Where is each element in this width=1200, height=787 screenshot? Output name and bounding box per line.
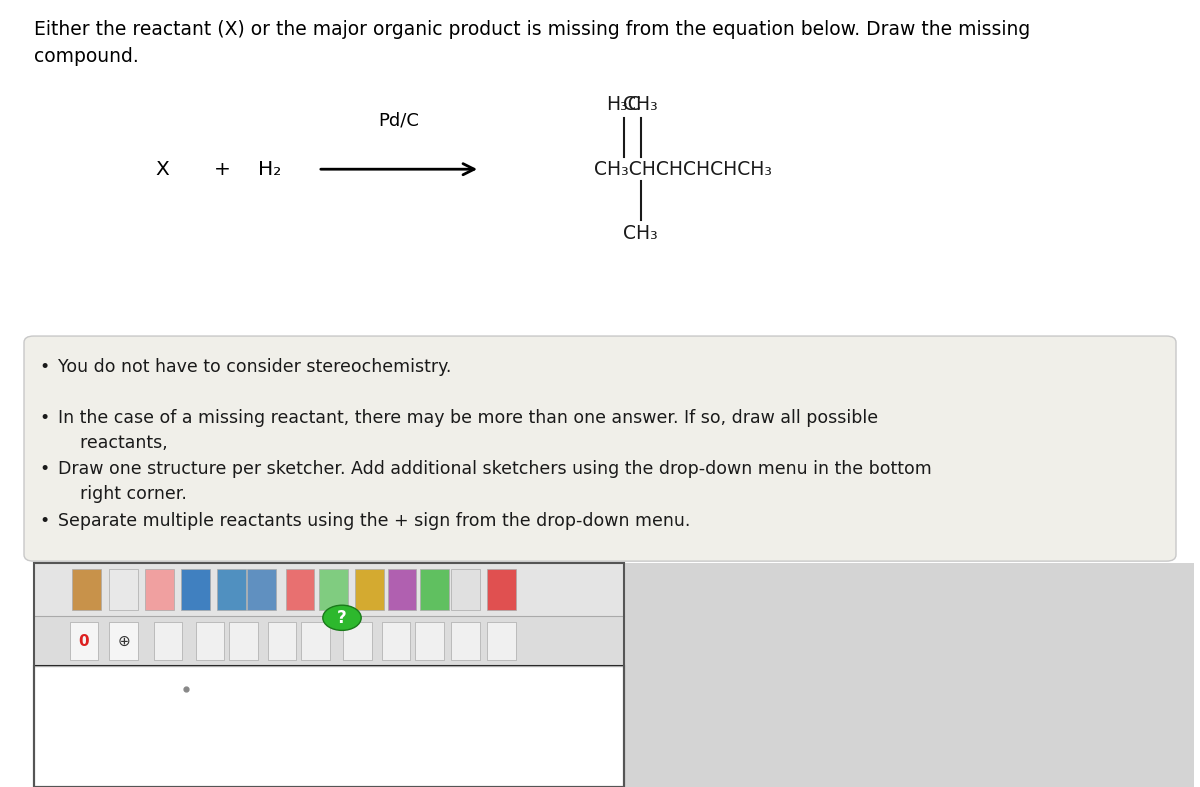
Text: CH₃: CH₃ <box>624 95 658 114</box>
Text: ?: ? <box>337 609 347 626</box>
Text: CH₃: CH₃ <box>624 224 658 243</box>
Text: You do not have to consider stereochemistry.: You do not have to consider stereochemis… <box>58 358 451 376</box>
FancyBboxPatch shape <box>24 336 1176 561</box>
Bar <box>487 570 516 609</box>
Bar <box>70 623 98 660</box>
Bar <box>109 570 138 609</box>
Bar <box>34 563 624 787</box>
Bar <box>487 623 516 660</box>
Bar <box>154 623 182 660</box>
Bar <box>319 570 348 609</box>
Bar <box>451 623 480 660</box>
Bar <box>420 570 449 609</box>
Bar <box>34 563 624 616</box>
Bar <box>415 623 444 660</box>
Text: H₃C: H₃C <box>606 95 641 114</box>
Text: X: X <box>155 160 169 179</box>
Bar <box>72 570 101 609</box>
Text: ⊕: ⊕ <box>118 634 130 648</box>
Bar <box>34 616 624 666</box>
Bar <box>343 623 372 660</box>
Text: Either the reactant (X) or the major organic product is missing from the equatio: Either the reactant (X) or the major org… <box>34 20 1030 66</box>
Text: In the case of a missing reactant, there may be more than one answer. If so, dra: In the case of a missing reactant, there… <box>58 409 877 453</box>
Bar <box>388 570 416 609</box>
Bar <box>247 570 276 609</box>
Text: H₂: H₂ <box>258 160 282 179</box>
Bar <box>382 623 410 660</box>
Bar <box>451 570 480 609</box>
Bar <box>217 570 246 609</box>
Text: •: • <box>40 358 50 376</box>
Bar <box>355 570 384 609</box>
Text: Separate multiple reactants using the + sign from the drop-down menu.: Separate multiple reactants using the + … <box>58 512 690 530</box>
Bar <box>286 570 314 609</box>
Text: CH₃CHCHCHCHCH₃: CH₃CHCHCHCHCH₃ <box>594 160 772 179</box>
Bar <box>109 623 138 660</box>
Bar <box>301 623 330 660</box>
Text: Draw one structure per sketcher. Add additional sketchers using the drop-down me: Draw one structure per sketcher. Add add… <box>58 460 931 504</box>
Text: •: • <box>40 409 50 427</box>
Bar <box>624 563 1194 787</box>
Circle shape <box>323 605 361 630</box>
Bar <box>145 570 174 609</box>
Bar <box>229 623 258 660</box>
Bar <box>181 570 210 609</box>
Bar <box>268 623 296 660</box>
Text: •: • <box>40 512 50 530</box>
Text: Pd/C: Pd/C <box>378 112 420 130</box>
Bar <box>34 666 624 787</box>
Text: +: + <box>214 160 230 179</box>
Text: 0: 0 <box>79 634 89 648</box>
Text: •: • <box>40 460 50 478</box>
Bar <box>196 623 224 660</box>
Bar <box>34 563 624 787</box>
